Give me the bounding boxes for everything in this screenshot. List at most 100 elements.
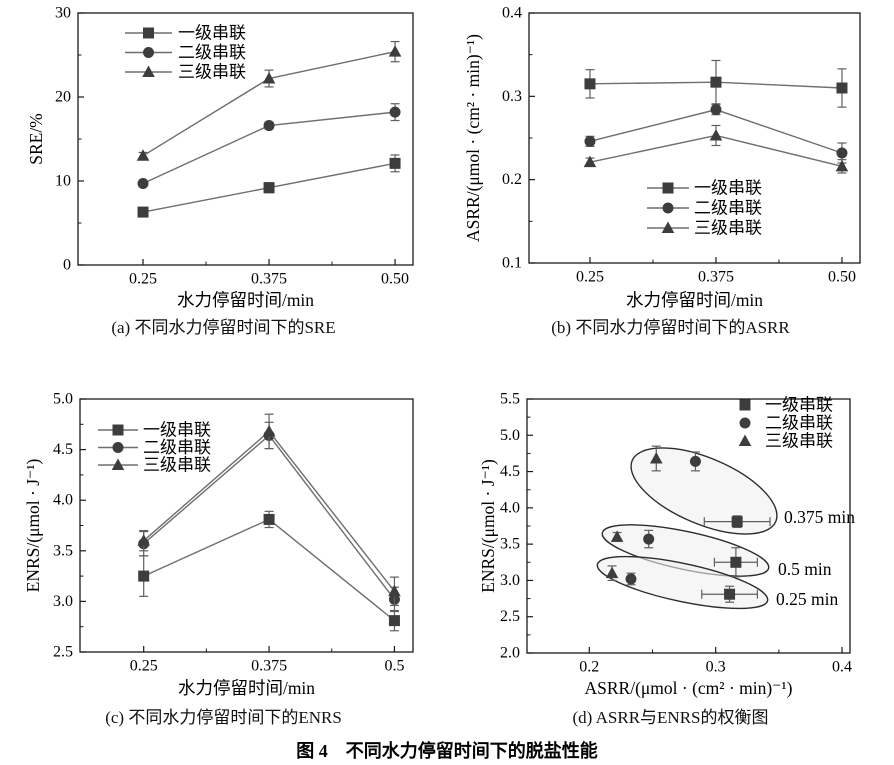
- series-square: [701, 515, 771, 603]
- marker-triangle: [111, 458, 125, 470]
- axis-labels: 水力停留时间/min SRE/%: [26, 113, 314, 310]
- panel-a: 0.25 0.375 0.50 0 10 20 30 水力停留时间/min SRE/% 一级串联二…: [0, 0, 447, 340]
- axis-labels: ASRR/(μmol · (cm² · min)⁻¹) ENRS/(μmol · …: [478, 459, 793, 698]
- panel-a-caption: (a) 不同水力停留时间下的SRE: [111, 318, 336, 337]
- marker-square: [836, 82, 848, 94]
- marker-square: [731, 516, 743, 528]
- svg-text:ENRS/(μmol · J⁻¹): ENRS/(μmol · J⁻¹): [23, 458, 43, 592]
- svg-text:0.5: 0.5: [384, 657, 404, 674]
- marker-triangle: [649, 452, 663, 464]
- figure-caption: 图 4 不同水力停留时间下的脱盐性能: [296, 741, 598, 761]
- marker-square: [388, 615, 400, 627]
- panel-c-caption: (c) 不同水力停留时间下的ENRS: [105, 708, 342, 727]
- panel-d-caption: (d) ASRR与ENRS的权衡图: [572, 708, 769, 727]
- marker-square: [263, 182, 275, 194]
- marker-circle: [137, 178, 149, 190]
- svg-text:2.5: 2.5: [500, 608, 520, 625]
- marker-circle: [662, 202, 674, 214]
- svg-text:0.2: 0.2: [579, 658, 599, 675]
- svg-text:ASRR/(μmol · (cm² · min)⁻¹): ASRR/(μmol · (cm² · min)⁻¹): [585, 678, 793, 698]
- marker-triangle: [583, 155, 597, 168]
- group-label: 0.375 min: [784, 507, 855, 527]
- legend-label: 二级串联: [143, 438, 211, 457]
- marker-square: [710, 76, 722, 88]
- legend-label: 三级串联: [178, 63, 246, 82]
- marker-circle: [836, 147, 848, 159]
- svg-text:SRE/%: SRE/%: [26, 113, 46, 165]
- series-triangle: [137, 413, 401, 607]
- svg-text:3.0: 3.0: [500, 572, 520, 589]
- legend-label: 一级串联: [765, 396, 833, 415]
- legend-label: 一级串联: [143, 421, 211, 440]
- series-triangle: [583, 124, 849, 174]
- marker-square: [263, 513, 275, 525]
- svg-text:0.25: 0.25: [129, 270, 157, 287]
- svg-text:0.1: 0.1: [502, 255, 522, 272]
- svg-text:0.2: 0.2: [502, 171, 522, 188]
- svg-text:30: 30: [55, 5, 71, 22]
- svg-text:2.0: 2.0: [500, 645, 520, 662]
- series-square: [137, 154, 401, 218]
- axes: 0.25 0.375 0.50 0 10 20 30: [55, 5, 414, 287]
- svg-text:0.50: 0.50: [828, 268, 856, 285]
- marker-triangle: [709, 129, 723, 141]
- series-circle: [625, 451, 701, 586]
- panel-a-svg: 0.25 0.375 0.50 0 10 20 30 水力停留时间/min SRE/% 一级串联二…: [26, 5, 414, 310]
- svg-text:5.0: 5.0: [500, 427, 520, 444]
- svg-text:4.5: 4.5: [500, 463, 520, 480]
- svg-text:0.375: 0.375: [251, 270, 287, 287]
- group-label: 0.25 min: [776, 589, 838, 609]
- legend-label: 二级串联: [178, 43, 246, 62]
- svg-text:ASRR/(μmol · (cm² · min)⁻¹): ASRR/(μmol · (cm² · min)⁻¹): [463, 34, 483, 242]
- svg-text:0.50: 0.50: [381, 270, 409, 287]
- marker-triangle: [137, 534, 150, 546]
- marker-circle: [389, 106, 401, 118]
- svg-text:4.5: 4.5: [53, 441, 73, 458]
- legend-label: 二级串联: [765, 414, 833, 433]
- svg-text:0.3: 0.3: [706, 658, 726, 675]
- marker-circle: [689, 455, 701, 467]
- svg-text:4.0: 4.0: [53, 492, 73, 509]
- marker-triangle: [388, 584, 401, 597]
- svg-text:0.375: 0.375: [251, 657, 287, 674]
- group-annotation-0.375-min: 0.375 min: [630, 447, 855, 535]
- group-ellipse: [630, 447, 778, 535]
- marker-circle: [263, 120, 275, 132]
- svg-text:3.5: 3.5: [53, 542, 73, 559]
- figure-row-bottom: 0.25 0.375 0.5 2.5 3.0 3.5 4.0 4.5 5.0 水力停留时间/min…: [0, 370, 894, 730]
- svg-text:0.375: 0.375: [698, 268, 734, 285]
- figure-row-top: 0.25 0.375 0.50 0 10 20 30 水力停留时间/min SRE/% 一级串联二…: [0, 0, 894, 340]
- series-square: [584, 59, 848, 108]
- legend-label: 一级串联: [178, 24, 246, 43]
- legend-label: 二级串联: [694, 199, 762, 218]
- marker-triangle: [605, 566, 619, 579]
- marker-square: [389, 157, 401, 169]
- svg-text:0: 0: [63, 257, 71, 274]
- svg-text:0.4: 0.4: [832, 658, 852, 675]
- series-triangle: [136, 40, 402, 161]
- svg-text:水力停留时间/min: 水力停留时间/min: [626, 290, 763, 310]
- series-square: [138, 510, 400, 632]
- marker-triangle: [738, 434, 752, 446]
- marker-circle: [143, 47, 154, 58]
- panel-b: 0.25 0.375 0.50 0.1 0.2 0.3 0.4 水力停留时间/min ASRR/…: [447, 0, 894, 340]
- marker-triangle: [835, 159, 849, 172]
- svg-text:水力停留时间/min: 水力停留时间/min: [178, 678, 315, 698]
- axis-labels: 水力停留时间/min ASRR/(μmol · (cm² · min)⁻¹): [463, 34, 763, 310]
- marker-circle: [710, 104, 722, 116]
- svg-text:0.25: 0.25: [130, 657, 158, 674]
- marker-square: [143, 27, 154, 39]
- marker-circle: [643, 533, 655, 545]
- marker-triangle: [262, 424, 276, 437]
- panel-c: 0.25 0.375 0.5 2.5 3.0 3.5 4.0 4.5 5.0 水力停留时间/min…: [0, 370, 447, 730]
- panel-c-svg: 0.25 0.375 0.5 2.5 3.0 3.5 4.0 4.5 5.0 水力停留时间/min…: [23, 391, 414, 698]
- marker-square: [739, 399, 751, 411]
- panel-d-svg: 0.2 0.3 0.4 2.0 2.5 3.0 3.5 4.0 4.5 5.0 5.5 ASRR/(μ…: [478, 391, 855, 699]
- svg-text:0.25: 0.25: [576, 268, 604, 285]
- marker-circle: [625, 573, 637, 585]
- svg-text:20: 20: [55, 89, 71, 106]
